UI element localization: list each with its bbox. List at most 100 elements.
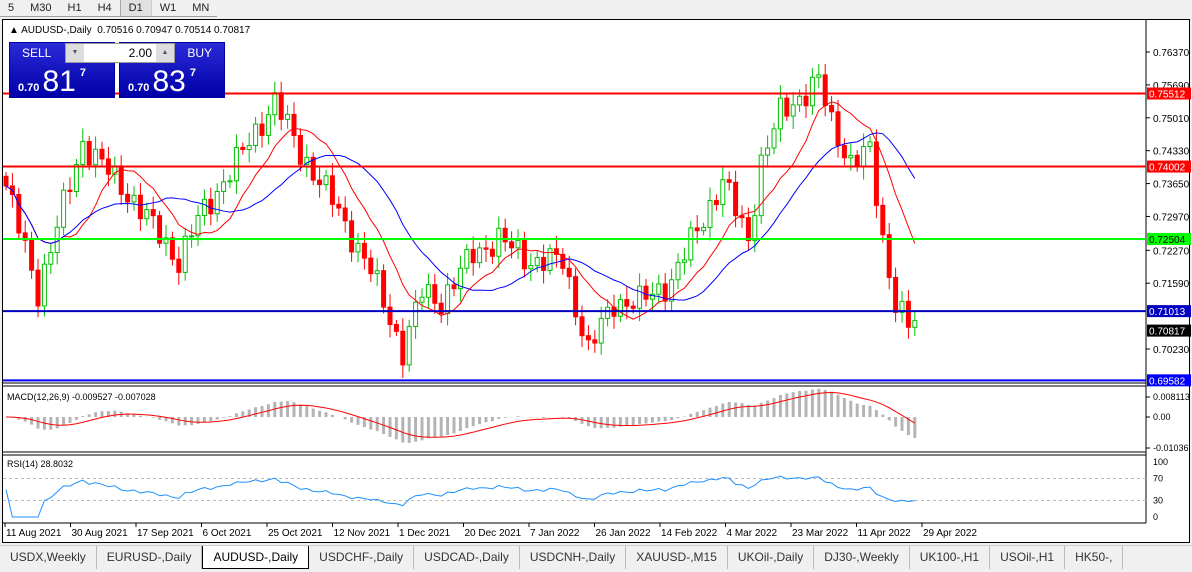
- chart-tab[interactable]: HK50-,: [1065, 546, 1124, 569]
- candle: [701, 222, 707, 236]
- date-label: 4 Mar 2022: [727, 528, 778, 539]
- candle-body: [253, 123, 259, 147]
- candle-body: [438, 302, 444, 315]
- candle-body: [419, 296, 425, 303]
- price-label-box: [1147, 232, 1191, 245]
- candle: [329, 163, 335, 217]
- chart-tab[interactable]: EURUSD-,Daily: [97, 546, 203, 569]
- candle: [48, 242, 54, 274]
- candle: [131, 186, 137, 211]
- chart-tab[interactable]: USDCNH-,Daily: [520, 546, 627, 569]
- candle-body: [323, 175, 329, 186]
- chart-window[interactable]: 0.76370 0.75690 0.75010 0.74330 0.73650 0.729…: [2, 19, 1191, 544]
- date-label: 7 Jan 2022: [530, 528, 580, 539]
- candle-body: [880, 204, 886, 236]
- candle: [816, 63, 822, 89]
- chart-tab[interactable]: UK100-,H1: [910, 546, 991, 569]
- candle: [662, 273, 668, 312]
- one-click-trading-panel: SELL 0.70 81 7 BUY 0.70 83 7 ▼ 2.00 ▲: [9, 42, 229, 98]
- timeframe-MN[interactable]: MN: [192, 2, 210, 14]
- chart-title: ▲ AUDUSD-,Daily 0.70516 0.70947 0.70514 …: [9, 25, 251, 36]
- candle-body: [624, 299, 630, 307]
- candle: [419, 288, 425, 312]
- candle: [214, 183, 220, 222]
- candle: [541, 244, 547, 284]
- candle-body: [61, 189, 67, 228]
- candle: [285, 105, 291, 129]
- chart-tab[interactable]: UKOil-,Daily: [728, 546, 815, 569]
- chart-tab[interactable]: DJ30-,Weekly: [814, 546, 910, 569]
- increase-lot-icon[interactable]: ▲: [156, 44, 174, 62]
- macd-axis-label: -0.01036: [1153, 443, 1189, 453]
- candle: [272, 81, 278, 126]
- horizontal-line-label: 0.72504: [1149, 235, 1186, 246]
- candle: [291, 102, 297, 148]
- candle: [643, 278, 649, 307]
- candle: [265, 105, 271, 145]
- candle-body: [163, 237, 169, 244]
- candle-body: [361, 242, 367, 259]
- candle-body: [214, 190, 220, 215]
- candle-body: [374, 270, 380, 275]
- candle: [739, 205, 745, 228]
- candle-body: [598, 317, 604, 344]
- chart-canvas[interactable]: 0.76370 0.75690 0.75010 0.74330 0.73650 0.729…: [3, 20, 1191, 544]
- candle: [771, 122, 777, 155]
- candle: [835, 99, 841, 158]
- candle: [355, 233, 361, 263]
- sell-price-prefix: 0.70: [18, 82, 40, 94]
- candle-body: [80, 141, 86, 166]
- price-tick-label: 0.72270: [1153, 246, 1190, 257]
- candle-body: [432, 284, 438, 304]
- date-label: 25 Oct 2021: [268, 528, 323, 539]
- candle-body: [509, 241, 515, 249]
- candle: [669, 268, 675, 313]
- candle-body: [515, 239, 521, 249]
- rsi-axis-label: 0: [1153, 512, 1158, 522]
- timeframe-W1[interactable]: W1: [159, 2, 177, 14]
- candle-body: [189, 235, 195, 238]
- candle: [464, 244, 470, 274]
- candle-body: [662, 283, 668, 302]
- macd-signal-line: [5, 391, 916, 438]
- price-tick-label: 0.70230: [1153, 345, 1190, 356]
- candle-body: [259, 123, 265, 136]
- candle-body: [22, 232, 28, 241]
- candle: [336, 196, 342, 217]
- date-label: 17 Sep 2021: [137, 528, 194, 539]
- lot-size-input[interactable]: 2.00: [128, 46, 152, 60]
- chart-tab[interactable]: USDCHF-,Daily: [309, 546, 415, 569]
- candle-body: [182, 235, 188, 273]
- timeframe-M30[interactable]: M30: [30, 2, 52, 14]
- candle-body: [73, 164, 79, 192]
- candle-body: [867, 141, 873, 148]
- moving-average-fast: [5, 101, 916, 320]
- candle: [169, 231, 175, 266]
- chart-tab[interactable]: AUDUSD-,Daily: [202, 546, 310, 569]
- chart-tab[interactable]: XAUUSD-,M15: [626, 546, 728, 569]
- chart-tab[interactable]: USDX,Weekly: [0, 546, 97, 569]
- candle-body: [713, 200, 719, 206]
- chart-tab[interactable]: USDCAD-,Daily: [414, 546, 520, 569]
- candle-body: [483, 247, 489, 250]
- timeframe-D1[interactable]: D1: [119, 0, 152, 16]
- candle: [425, 273, 431, 309]
- timeframe-H1[interactable]: H1: [67, 2, 82, 14]
- candle-body: [803, 95, 809, 107]
- candle: [3, 171, 9, 191]
- candle: [681, 247, 687, 275]
- timeframe-H4[interactable]: H4: [97, 2, 112, 14]
- candle: [822, 64, 828, 117]
- candle-body: [272, 92, 278, 116]
- timeframe-5[interactable]: 5: [8, 2, 15, 14]
- candle-body: [765, 147, 771, 156]
- candle-body: [758, 154, 764, 217]
- decrease-lot-icon[interactable]: ▼: [66, 44, 84, 62]
- candle: [176, 246, 182, 285]
- candle-body: [400, 330, 406, 366]
- candle: [227, 174, 233, 188]
- lot-size-stepper[interactable]: ▼ 2.00 ▲: [65, 43, 175, 63]
- chart-tab[interactable]: USOil-,H1: [990, 546, 1066, 569]
- candle-body: [285, 113, 291, 120]
- candle: [598, 306, 604, 355]
